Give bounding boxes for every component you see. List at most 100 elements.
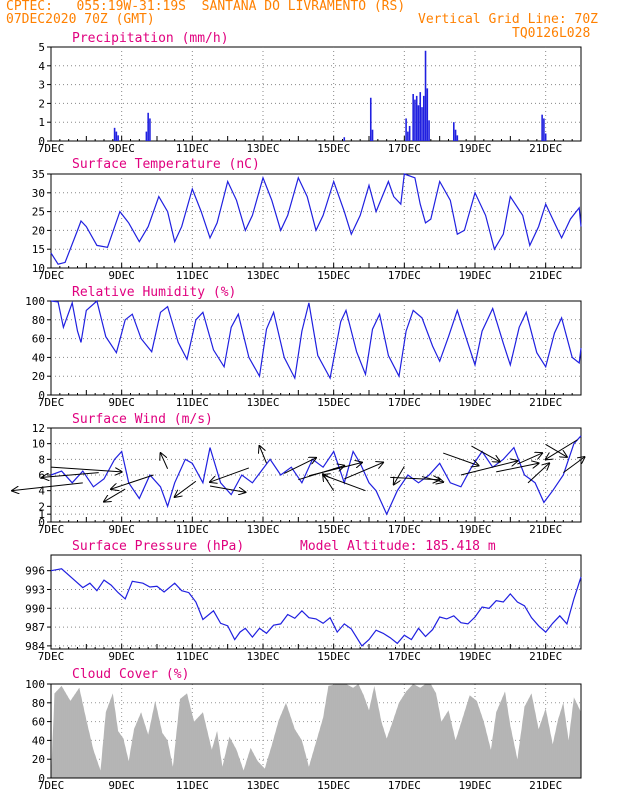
y-tick-label: 10 xyxy=(32,438,45,451)
wind-arrow xyxy=(421,476,443,482)
y-tick-label: 0 xyxy=(38,772,45,785)
panel-4: 984 987 990 993 996 7DEC 9DEC 11DEC 13DEC 15DEC 17… xyxy=(25,539,582,663)
panel-0: 0 1 2 3 4 5 7DEC 9DEC 11DEC 13DEC 15DEC 17DEC 19DEC 2… xyxy=(38,31,582,155)
y-tick-label: 12 xyxy=(32,422,45,435)
x-tick-label: 11DEC xyxy=(176,779,209,792)
y-tick-label: 3 xyxy=(38,79,45,92)
y-tick-label: 987 xyxy=(25,621,45,634)
x-tick-label: 7DEC xyxy=(38,650,65,663)
wind-arrow xyxy=(394,466,405,484)
y-tick-label: 990 xyxy=(25,602,45,615)
panel-1: 10 15 20 25 30 35 7DEC 9DEC 11DEC 13DEC 15DEC 17DEC… xyxy=(32,157,582,282)
panel-title: Surface Temperature (nC) xyxy=(72,157,260,172)
y-tick-label: 40 xyxy=(32,734,45,747)
precip-bar xyxy=(414,99,416,141)
y-tick-label: 80 xyxy=(32,697,45,710)
precip-bar xyxy=(421,107,423,141)
precip-bar xyxy=(544,133,547,141)
precip-bar xyxy=(117,135,119,141)
x-tick-label: 17DEC xyxy=(388,779,421,792)
x-tick-label: 19DEC xyxy=(458,650,491,663)
precip-bar xyxy=(426,88,429,141)
x-tick-label: 21DEC xyxy=(529,396,562,409)
x-tick-label: 9DEC xyxy=(108,396,135,409)
panel-title: Precipitation (mm/h) xyxy=(72,31,229,46)
precip-bar xyxy=(147,112,149,141)
x-tick-label: 15DEC xyxy=(317,650,350,663)
x-tick-label: 11DEC xyxy=(176,523,209,536)
precip-bar xyxy=(422,95,425,141)
precip-bar xyxy=(424,50,427,142)
run-date: 07DEC2020 70Z (GMT) xyxy=(6,12,155,27)
precip-bar xyxy=(343,137,346,141)
wind-arrow xyxy=(545,444,567,457)
x-tick-label: 15DEC xyxy=(317,523,350,536)
precip-bar xyxy=(407,131,409,141)
y-tick-label: 40 xyxy=(32,351,45,364)
x-tick-label: 13DEC xyxy=(246,523,279,536)
precip-bar xyxy=(405,118,407,141)
y-tick-label: 5 xyxy=(38,41,45,54)
x-tick-label: 13DEC xyxy=(246,269,279,282)
x-tick-label: 15DEC xyxy=(317,396,350,409)
cloud-cover-area xyxy=(51,684,581,778)
x-tick-label: 7DEC xyxy=(38,396,65,409)
wind-arrow xyxy=(496,463,538,473)
x-tick-label: 17DEC xyxy=(388,396,421,409)
wind-arrow xyxy=(517,453,542,465)
x-tick-label: 21DEC xyxy=(529,142,562,155)
precip-bar xyxy=(369,97,372,141)
panel-title: Relative Humidity (%) xyxy=(72,285,236,300)
y-tick-label: 0 xyxy=(38,389,45,402)
x-tick-label: 13DEC xyxy=(246,396,279,409)
x-tick-label: 15DEC xyxy=(317,269,350,282)
y-tick-label: 20 xyxy=(32,224,45,237)
precip-bar xyxy=(419,92,422,141)
x-tick-label: 9DEC xyxy=(108,650,135,663)
y-tick-label: 20 xyxy=(32,370,45,383)
y-tick-label: 30 xyxy=(32,187,45,200)
y-tick-label: 100 xyxy=(25,295,45,308)
precip-bar xyxy=(453,122,455,141)
y-tick-label: 2 xyxy=(38,97,45,110)
y-tick-label: 0 xyxy=(38,135,45,148)
panel-title: Cloud Cover (%) xyxy=(72,667,189,682)
wind-arrow xyxy=(471,445,499,462)
x-tick-label: 7DEC xyxy=(38,269,65,282)
precip-bar xyxy=(428,120,430,141)
x-tick-label: 9DEC xyxy=(108,269,135,282)
y-tick-label: 10 xyxy=(32,262,45,275)
y-tick-label: 4 xyxy=(38,60,45,73)
y-tick-label: 100 xyxy=(25,678,45,691)
panel-title: Surface Pressure (hPa) xyxy=(72,539,244,554)
wind-arrow xyxy=(323,475,366,492)
wind-arrow xyxy=(50,466,122,472)
x-tick-label: 15DEC xyxy=(317,779,350,792)
wind-arrow xyxy=(42,472,99,478)
wind-arrow xyxy=(259,446,267,464)
y-tick-label: 15 xyxy=(32,243,45,256)
y-tick-label: 1 xyxy=(38,508,45,521)
wind-arrow xyxy=(175,480,197,497)
precip-bar xyxy=(115,131,118,141)
x-tick-label: 11DEC xyxy=(176,650,209,663)
y-tick-label: 6 xyxy=(38,469,45,482)
x-tick-label: 17DEC xyxy=(388,650,421,663)
x-tick-label: 21DEC xyxy=(529,523,562,536)
x-tick-label: 11DEC xyxy=(176,142,209,155)
wind-arrow xyxy=(546,439,578,460)
x-tick-label: 19DEC xyxy=(458,396,491,409)
x-tick-label: 11DEC xyxy=(176,269,209,282)
panel-2: 0 20 40 60 80 100 7DEC 9DEC 11DEC 13DEC 15DEC 17DEC… xyxy=(25,285,582,409)
precip-bar xyxy=(543,118,545,141)
wind-arrow xyxy=(308,462,362,477)
x-tick-label: 7DEC xyxy=(38,142,65,155)
x-tick-label: 15DEC xyxy=(317,142,350,155)
panel-5: 0 20 40 60 80 100 7DEC 9DEC 11DEC 13DEC 15DEC 17DEC… xyxy=(25,667,582,792)
x-tick-label: 7DEC xyxy=(38,523,65,536)
x-tick-label: 21DEC xyxy=(529,650,562,663)
precip-bar xyxy=(456,135,459,141)
y-tick-label: 80 xyxy=(32,314,45,327)
